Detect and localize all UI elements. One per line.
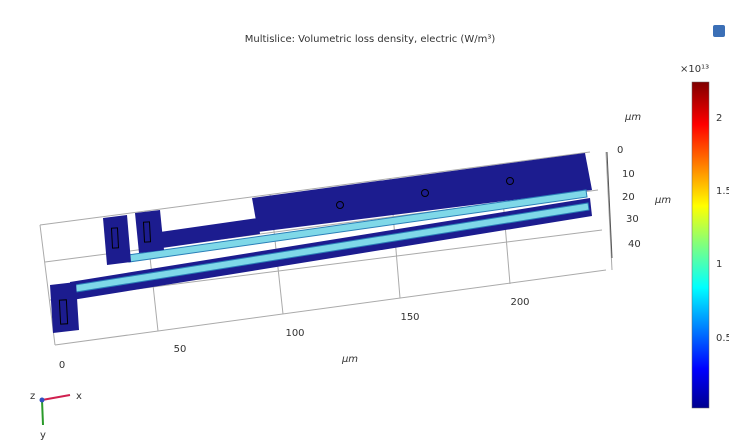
- geometry: [50, 153, 592, 333]
- z-axis-line: [606, 151, 613, 259]
- plot-title: Multislice: Volumetric loss density, ele…: [245, 34, 496, 45]
- side-unit: μm: [654, 195, 671, 206]
- x-axis-unit: μm: [341, 354, 358, 365]
- z-tick-label: 20: [622, 192, 635, 203]
- triad-label: z: [30, 391, 35, 402]
- triad-label: x: [76, 391, 82, 402]
- z-axis-unit: μm: [624, 112, 641, 123]
- z-tick-label: 30: [626, 214, 639, 225]
- colorbar-multiplier: ×10¹³: [680, 64, 709, 75]
- triad-label: y: [40, 430, 46, 441]
- colorbar-tick-label: 0.5: [716, 333, 729, 344]
- x-tick-label: 150: [400, 312, 419, 323]
- colorbar-tick-label: 1: [716, 259, 722, 270]
- z-tick-label: 10: [622, 169, 635, 180]
- x-tick-label: 50: [174, 344, 187, 355]
- colorbar-tick-label: 2: [716, 113, 722, 124]
- z-tick-label: 0: [617, 145, 623, 156]
- axis-triad: x y z: [30, 391, 82, 441]
- colorbar-tick-label: 1.5: [716, 186, 729, 197]
- x-tick-label: 100: [285, 328, 304, 339]
- x-tick-label: 0: [59, 360, 65, 371]
- x-tick-label: 200: [510, 297, 529, 308]
- z-tick-label: 40: [628, 239, 641, 250]
- window-icon[interactable]: [713, 25, 725, 37]
- colorbar: [691, 81, 710, 409]
